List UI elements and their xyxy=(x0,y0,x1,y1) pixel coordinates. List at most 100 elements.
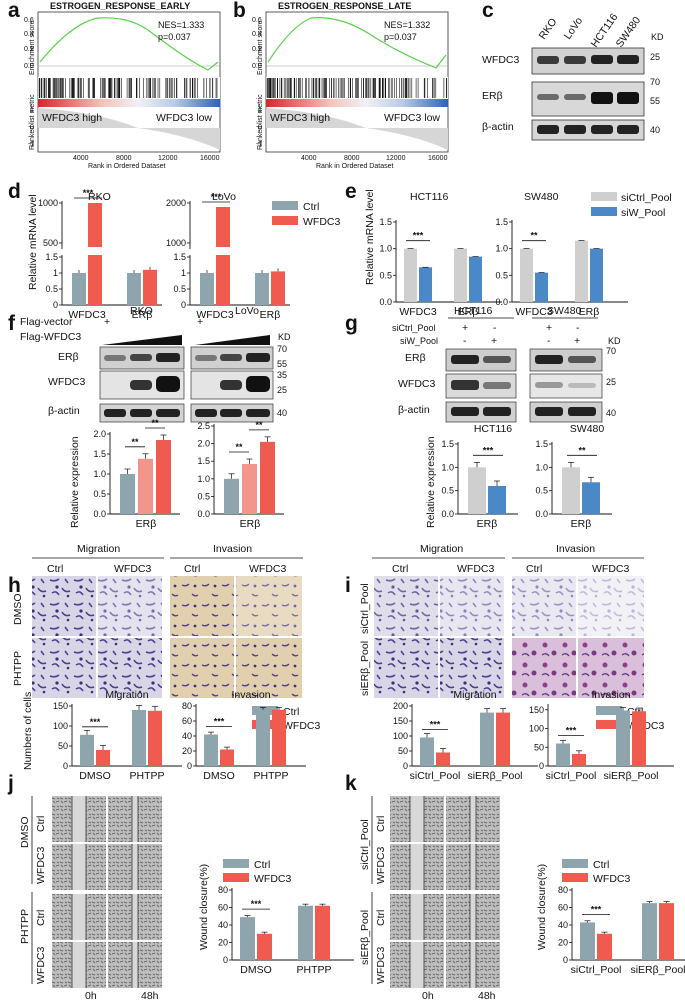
dose-wedge xyxy=(102,335,182,345)
column-label: Ctrl xyxy=(526,563,542,575)
wound-gap xyxy=(132,894,138,940)
blot-band xyxy=(591,92,613,104)
y-axis-label: Wound closure(%) xyxy=(198,864,210,950)
bar-chart-f-rko: 0.0 0.5 1.0 1.5 2.0 ERβ ** ** xyxy=(93,418,180,530)
micrograph xyxy=(170,638,234,698)
y-tick: 0.4 xyxy=(24,31,34,38)
y-tick-label: 500 xyxy=(43,238,58,248)
bar-chart-j: 0 20 40 60 80 DMSO PHTPP *** xyxy=(218,885,354,976)
sig-stars: *** xyxy=(211,192,222,202)
time-label: 48h xyxy=(141,990,159,1002)
bar xyxy=(242,464,257,514)
group-title: Invasion xyxy=(213,543,252,555)
y-tick-label: 0.5 xyxy=(173,284,186,294)
legend-swatch-ctrl xyxy=(272,201,298,210)
row-label: siCtrl_Pool xyxy=(392,323,436,333)
x-tick-label: PHTPP xyxy=(253,770,288,782)
blot-band xyxy=(568,356,596,363)
x-tick: 8000 xyxy=(116,155,132,162)
bar xyxy=(616,710,630,766)
sig-stars: *** xyxy=(430,720,441,730)
panel-label-c: c xyxy=(482,0,494,22)
wound-gap xyxy=(470,942,476,988)
gene-hits xyxy=(266,78,448,98)
bar xyxy=(659,903,674,960)
y-axis-label-2: Ranked list metric xyxy=(29,94,36,150)
kd-marker: 70 xyxy=(650,77,660,87)
blot-band xyxy=(483,382,511,389)
gsea-high-label: WFDC3 high xyxy=(42,112,102,124)
column-label: Ctrl xyxy=(184,563,200,575)
x-tick-label: PHTPP xyxy=(296,964,331,976)
y-tick-label: 20 xyxy=(558,938,568,948)
sig-stars: ** xyxy=(255,420,263,430)
y-axis-label: Enrichment score xyxy=(257,20,264,75)
y-axis-label: Relative expression xyxy=(425,436,437,528)
time-label: 48h xyxy=(478,990,496,1002)
blot-band xyxy=(617,92,639,104)
wound-gap xyxy=(72,844,86,890)
y-axis-label: Relative expression xyxy=(69,436,81,528)
y-tick-label: 0 xyxy=(181,300,186,310)
bar xyxy=(562,467,580,514)
blot-band xyxy=(537,94,559,100)
row-label: Flag-WFDC3 xyxy=(20,331,81,343)
y-tick-label: 0 xyxy=(53,300,58,310)
sig-stars: ** xyxy=(578,445,586,455)
plus-sign: + xyxy=(104,316,110,328)
blot-row-label: β-actin xyxy=(482,121,514,133)
bar xyxy=(575,240,588,302)
y-tick-label: 100 xyxy=(393,731,408,741)
legend-label: Ctrl xyxy=(283,706,299,718)
kd-marker: 70 xyxy=(606,346,616,356)
sign: + xyxy=(574,335,580,347)
micrograph xyxy=(170,576,234,636)
blot-band xyxy=(246,353,270,362)
chart-e: Relative mRNA level HCT116 SW480 siCtrl_… xyxy=(364,189,672,318)
y-tick-label: 0 xyxy=(187,761,192,771)
bar-lower xyxy=(88,255,102,305)
blot-band xyxy=(130,380,152,390)
bar xyxy=(572,754,586,766)
x-tick-label: siERβ_Pool xyxy=(467,770,522,782)
wound-gap xyxy=(72,942,86,988)
sig-stars: ** xyxy=(235,442,243,452)
gsea-high-label: WFDC3 high xyxy=(270,112,330,124)
bar-chart-f-lovo: 0.0 0.5 1.0 1.5 2.0 2.5 ERβ ** ** xyxy=(197,420,284,530)
blot-band xyxy=(246,376,270,392)
outer-row-label: siERβ_Pool xyxy=(359,910,371,965)
panel-label-b: b xyxy=(233,0,246,22)
bar xyxy=(556,743,570,766)
y-tick-label: 2.0 xyxy=(197,439,210,449)
bar xyxy=(240,917,255,960)
blot-band xyxy=(195,355,217,361)
blot-band xyxy=(564,56,586,64)
p-value: p=0.037 xyxy=(158,32,191,42)
blot-band xyxy=(156,376,180,392)
sign: - xyxy=(547,335,551,347)
y-axis-label-2: Ranked list metric xyxy=(257,94,264,150)
bar-chart-hct116: 0.0 0.5 1.0 1.5 WFDC3 ERβ *** xyxy=(379,217,502,318)
panel-k: siCtrl_Pool siERβ_Pool Ctrl WFDC3 Ctrl W… xyxy=(359,796,685,1002)
panel-h: Migration Invasion Ctrl WFDC3 Ctrl WFDC3… xyxy=(12,543,320,782)
blot-row-label: ERβ xyxy=(482,90,503,102)
bar-chart-h-migration: 0 50 100 150 DMSO PHTPP Migration *** xyxy=(53,689,182,782)
blot-band xyxy=(535,382,563,388)
legend-swatch-ctrl xyxy=(596,706,622,715)
sign: + xyxy=(491,335,497,347)
x-tick-label: DMSO xyxy=(203,770,235,782)
sig-stars: *** xyxy=(90,717,101,727)
x-tick-label: ERβ xyxy=(132,309,153,321)
row-label: siERβ_Pool xyxy=(359,641,371,696)
micrograph xyxy=(32,638,96,698)
blot-band xyxy=(617,55,639,64)
plus-sign: + xyxy=(197,316,203,328)
bar xyxy=(80,734,94,766)
chart-title: Migration xyxy=(453,689,496,701)
x-tick: 12000 xyxy=(158,155,178,162)
x-tick-label: siCtrl_Pool xyxy=(571,964,622,976)
y-tick-label: 100 xyxy=(529,724,544,734)
sign: + xyxy=(546,322,552,334)
legend-label: siW_Pool xyxy=(621,207,665,219)
rank-heatmap xyxy=(38,99,220,107)
